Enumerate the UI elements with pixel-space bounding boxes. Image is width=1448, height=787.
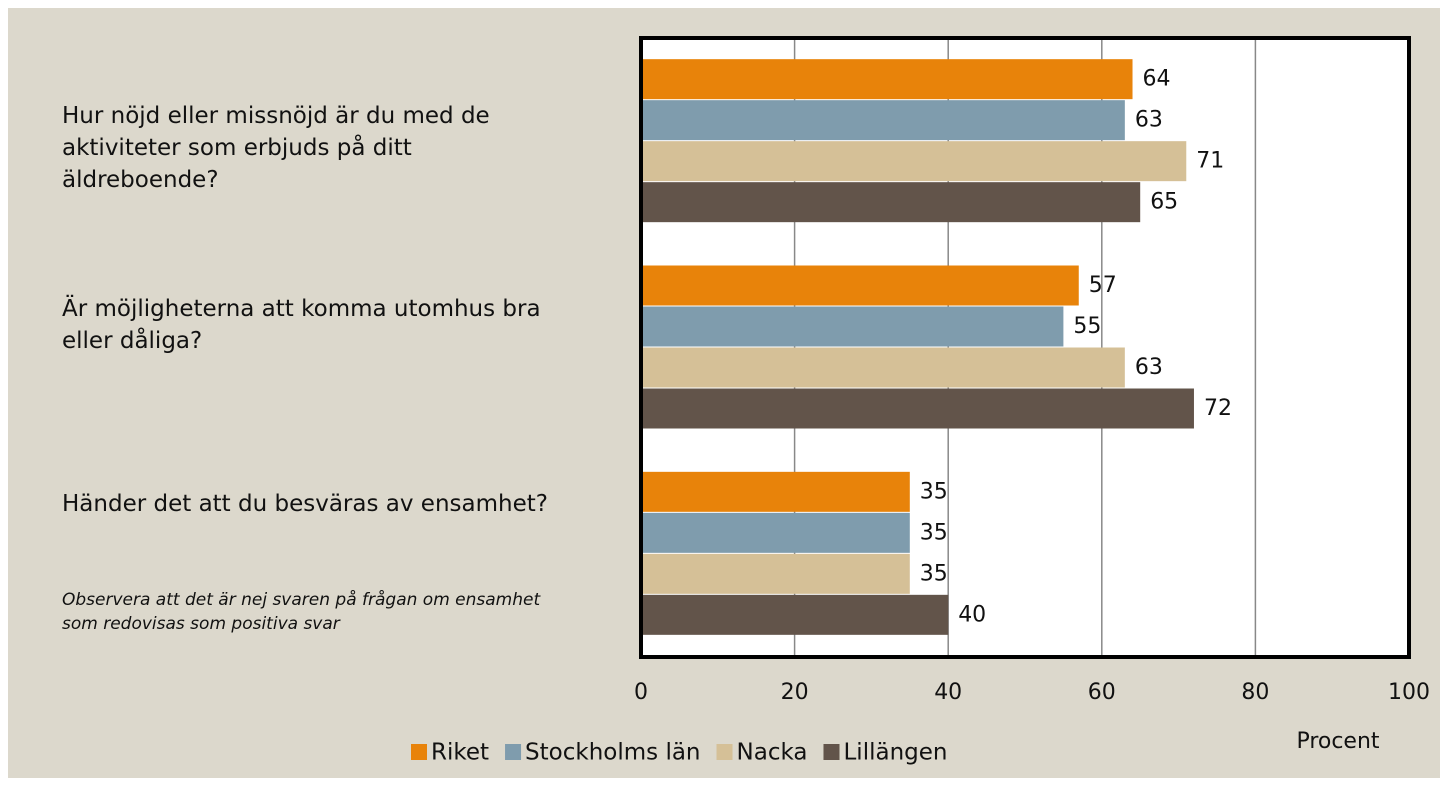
data-label: 57	[1089, 273, 1117, 298]
bar	[641, 182, 1141, 223]
x-tick-label: 40	[934, 680, 962, 705]
x-tick-label: 0	[634, 680, 648, 705]
category-label: Händer det att du besväras av ensamhet?	[62, 491, 548, 517]
x-tick-label: 100	[1388, 680, 1430, 705]
bar	[641, 59, 1133, 100]
bar	[641, 388, 1194, 429]
legend-swatch	[411, 744, 427, 760]
category-label: Hur nöjd eller missnöjd är du med de akt…	[62, 103, 490, 193]
annotation: Observera att det är nej svaren på fråga…	[62, 590, 541, 634]
data-label: 63	[1135, 108, 1163, 133]
legend-swatch	[716, 744, 733, 760]
bar	[641, 594, 949, 635]
x-axis-label: Procent	[1296, 729, 1379, 754]
bar	[641, 347, 1125, 388]
bar	[641, 100, 1125, 141]
data-label: 63	[1135, 355, 1163, 380]
legend-label: Nacka	[737, 740, 808, 766]
data-label: 71	[1196, 149, 1224, 174]
data-label: 35	[920, 479, 948, 504]
data-label: 35	[920, 520, 948, 545]
legend-swatch	[505, 744, 522, 760]
x-tick-label: 20	[781, 680, 809, 705]
plot-frame	[639, 36, 1411, 659]
bar	[641, 471, 910, 512]
legend-label: Lillängen	[843, 740, 947, 766]
data-label: 35	[920, 561, 948, 586]
bar	[641, 306, 1064, 347]
bar	[641, 553, 910, 594]
data-label: 40	[958, 602, 986, 627]
data-label: 65	[1150, 190, 1178, 215]
legend-label: Riket	[431, 740, 489, 766]
x-tick-label: 60	[1088, 680, 1116, 705]
category-label: Är möjligheterna att komma utomhus bra e…	[62, 296, 541, 354]
x-tick-label: 80	[1241, 680, 1269, 705]
legend-swatch	[823, 744, 840, 760]
bar	[641, 265, 1079, 306]
bar	[641, 512, 910, 553]
data-label: 72	[1204, 396, 1232, 421]
data-label: 55	[1073, 314, 1101, 339]
bar	[641, 141, 1187, 182]
data-label: 64	[1143, 67, 1171, 92]
legend-label: Stockholms län	[525, 740, 700, 766]
